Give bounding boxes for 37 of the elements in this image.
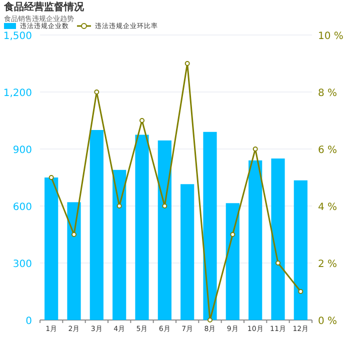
bar: [248, 160, 262, 320]
bar: [203, 132, 217, 320]
bar: [44, 178, 58, 320]
chart-title: 食品经营监督情况: [3, 1, 85, 13]
y2-tick-label: 0 %: [318, 316, 338, 327]
bar: [158, 140, 172, 320]
point: [162, 204, 168, 208]
bar: [67, 202, 81, 320]
y-tick-label: 900: [12, 145, 32, 156]
point: [208, 318, 212, 322]
point: [252, 146, 258, 152]
point: [48, 175, 54, 180]
bar: [226, 203, 240, 320]
bar: [294, 180, 308, 320]
bar: [135, 134, 149, 320]
y-tick-label: 300: [12, 259, 32, 270]
point: [94, 90, 100, 94]
y2-tick-label: 2 %: [318, 259, 338, 270]
point: [276, 260, 280, 266]
y2-tick-label: 4 %: [318, 202, 338, 213]
bar: [271, 158, 285, 320]
y-tick-label: 1,500: [3, 31, 32, 42]
y2-tick-label: 6 %: [318, 145, 338, 156]
y2-tick-label: 8 %: [318, 88, 338, 99]
y2-tick-label: 10 %: [318, 31, 344, 42]
bar: [90, 130, 104, 320]
bar: [112, 170, 126, 320]
point: [184, 61, 190, 66]
point: [230, 232, 236, 237]
y-tick-label: 0: [26, 316, 32, 327]
y-tick-label: 1,200: [3, 88, 32, 99]
point: [298, 289, 304, 294]
y-tick-label: 600: [12, 202, 32, 213]
point: [72, 232, 76, 237]
bar: [180, 184, 194, 320]
point: [140, 118, 144, 123]
point: [116, 204, 122, 208]
